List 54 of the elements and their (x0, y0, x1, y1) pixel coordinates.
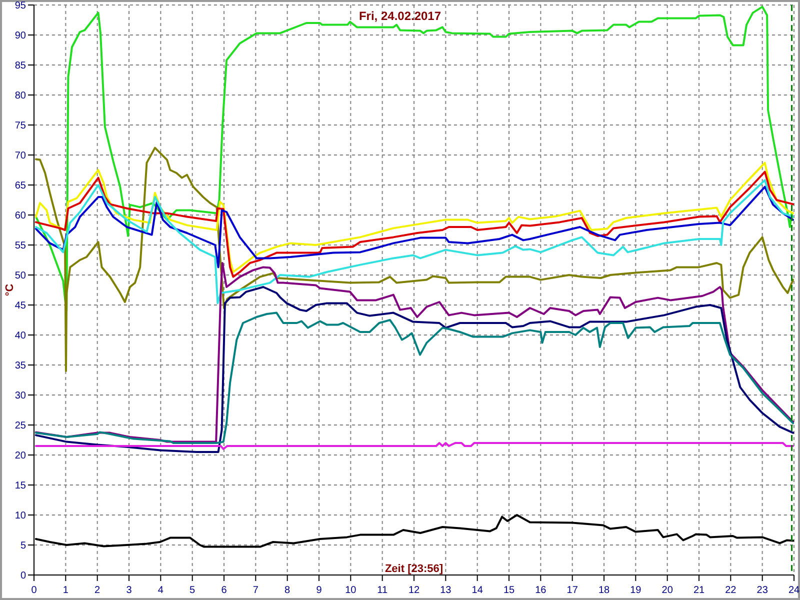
x-tick-label: 21 (693, 585, 705, 596)
x-tick-label: 6 (221, 585, 228, 596)
x-tick-label: 11 (377, 585, 388, 596)
y-tick-label: 35 (14, 360, 26, 372)
x-tick-label: 24 (788, 585, 800, 596)
y-tick-label: 60 (14, 210, 26, 222)
y-tick-label: 40 (14, 330, 26, 342)
chart-title: Fri, 24.02.2017 (358, 9, 442, 23)
y-tick-label: 50 (14, 270, 26, 282)
y-tick-label: 80 (14, 90, 26, 102)
x-tick-label: 20 (662, 585, 674, 596)
y-tick-label: 0 (20, 570, 26, 582)
line-series (34, 186, 794, 268)
y-tick-label: 90 (14, 30, 26, 42)
y-tick-label: 75 (14, 120, 26, 132)
x-tick-label: 15 (503, 585, 515, 596)
x-tick-label: 10 (345, 585, 357, 596)
x-tick-label: 4 (158, 585, 164, 596)
x-axis-title: Zeit [23:56] (384, 563, 444, 575)
x-tick-label: 9 (316, 585, 322, 596)
x-tick-label: 13 (440, 585, 452, 596)
x-tick-label: 1 (62, 585, 69, 596)
y-tick-label: 45 (14, 300, 26, 312)
y-tick-label: 5 (20, 540, 26, 552)
line-series (34, 262, 794, 443)
x-tick-label: 0 (31, 585, 38, 596)
y-tick-label: 85 (14, 60, 26, 72)
x-tick-label: 3 (126, 585, 132, 596)
y-axis-title: °C (4, 284, 16, 296)
y-tick-label: 55 (14, 240, 26, 252)
line-series (34, 179, 794, 304)
line-series (34, 286, 794, 453)
x-tick-label: 19 (630, 585, 642, 596)
x-tick-label: 22 (725, 585, 737, 596)
x-tick-label: 5 (190, 585, 196, 596)
y-tick-label: 70 (14, 150, 26, 162)
x-tick-label: 17 (566, 585, 578, 596)
x-tick-label: 12 (408, 585, 420, 596)
x-tick-label: 7 (252, 585, 259, 596)
y-tick-label: 20 (14, 450, 26, 462)
x-tick-label: 18 (598, 585, 610, 596)
line-series (34, 312, 794, 444)
y-tick-label: 15 (14, 480, 26, 492)
y-tick-label: 65 (14, 180, 26, 192)
x-tick-label: 14 (472, 585, 484, 596)
x-tick-label: 2 (94, 585, 101, 596)
y-tick-label: 30 (14, 390, 26, 402)
x-tick-label: 8 (284, 585, 291, 596)
line-series (34, 146, 794, 372)
y-tick-label: 25 (14, 420, 26, 432)
y-tick-label: 10 (14, 510, 26, 522)
x-tick-label: 16 (535, 585, 547, 596)
y-tick-label: 95 (14, 0, 26, 12)
x-tick-label: 23 (756, 585, 768, 596)
